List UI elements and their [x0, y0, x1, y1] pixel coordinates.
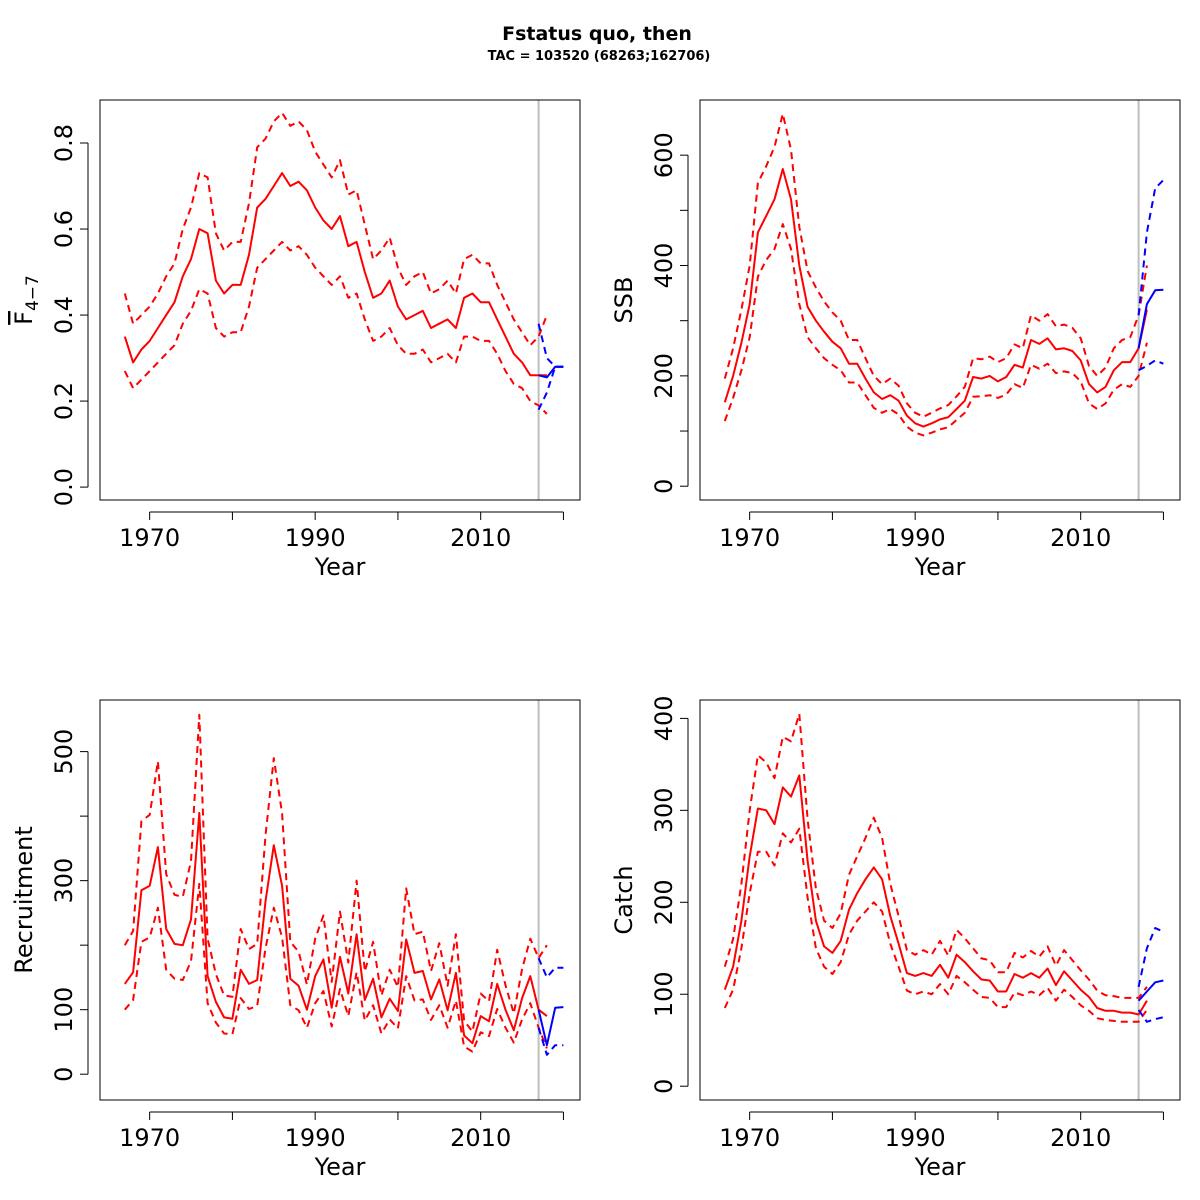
ssb-forecast-lower-line: [1138, 359, 1164, 372]
fbar-historical-upper-line: [123, 111, 548, 347]
catch-forecast-lower-line: [1137, 1009, 1164, 1023]
recruitment-historical-lower-line: [124, 882, 548, 1053]
recruitment-y-tick-label: 100: [50, 987, 78, 1033]
ssb-y-tick-label: 600: [650, 132, 678, 178]
recruitment-plot-frame: [99, 699, 581, 1101]
recruitment-y-tick-label: 0: [50, 1067, 78, 1082]
fbar-x-tick-label: 2010: [450, 524, 511, 552]
ssb-forecast-upper-line: [1137, 179, 1165, 316]
catch-y-tick-label: 200: [650, 879, 678, 925]
recruitment-historical-mean-line: [123, 811, 548, 1045]
catch-historical-mean-line: [723, 774, 1148, 1016]
ssb-historical-lower-line: [723, 223, 1148, 437]
catch-forecast-upper-line: [1137, 927, 1164, 988]
ssb-panel: 1970 1990 2010 Year 0 200 400 600 SSB: [610, 99, 1181, 581]
catch-historical-upper-line: [723, 712, 1148, 999]
catch-x-tick-label: 1990: [885, 1124, 946, 1152]
recruitment-forecast-upper-line: [537, 957, 564, 979]
ssb-y-tick-label: 0: [650, 479, 678, 494]
figure-subtitle: TAC = 103520 (68263;162706): [488, 49, 711, 64]
fbar-plot-frame: [99, 99, 581, 501]
recruitment-forecast-lower-line: [537, 1027, 564, 1056]
ssb-x-axis-label: Year: [914, 553, 966, 581]
recruitment-y-axis-label: Recruitment: [10, 826, 38, 973]
catch-panel: 1970 1990 2010 Year 0 100 200 300 400 Catch: [610, 695, 1181, 1181]
recruitment-historical-upper-line: [123, 713, 548, 1033]
fbar-y-axis-label-sub: 4−7: [23, 275, 43, 311]
fbar-y-tick-label: 0.4: [50, 296, 78, 334]
recruitment-x-axis-label: Year: [314, 1153, 366, 1181]
fbar-y-tick-label: 0.0: [50, 468, 78, 506]
ssb-y-tick-label: 400: [650, 243, 678, 289]
catch-x-tick-label: 2010: [1050, 1124, 1111, 1152]
ssb-historical-mean-line: [723, 168, 1148, 428]
ssb-x-tick-label: 2010: [1050, 524, 1111, 552]
ssb-y-tick-label: 200: [650, 353, 678, 399]
recruitment-x-tick-label: 2010: [450, 1124, 511, 1152]
recruitment-panel: 1970 1990 2010 Year 0 100 300 500 Recruitment: [10, 699, 581, 1181]
ssb-x-tick-label: 1970: [719, 524, 780, 552]
catch-plot-frame: [699, 699, 1181, 1101]
catch-y-tick-label: 0: [650, 1079, 678, 1094]
catch-x-tick-label: 1970: [719, 1124, 780, 1152]
fbar-forecast-upper-line: [537, 323, 564, 368]
catch-y-tick-label: 300: [650, 787, 678, 833]
fbar-y-axis-label: F4−7: [10, 275, 43, 325]
catch-x-axis-label: Year: [914, 1153, 966, 1181]
catch-forecast-mean-line: [1137, 979, 1164, 1002]
fbar-historical-lower-line: [123, 240, 548, 415]
fbar-x-tick-label: 1970: [119, 524, 180, 552]
ssb-plot-frame: [699, 99, 1181, 501]
figure-title: Fstatus quo, then: [502, 23, 692, 45]
recruitment-x-tick-label: 1970: [119, 1124, 180, 1152]
recruitment-y-tick-label: 500: [50, 729, 78, 775]
fbar-forecast-mean-line: [538, 365, 564, 379]
recruitment-x-tick-label: 1990: [285, 1124, 346, 1152]
fbar-y-tick-label: 0.8: [50, 124, 78, 162]
recruitment-forecast-mean-line: [537, 1006, 564, 1047]
ssb-y-axis-label: SSB: [610, 277, 638, 324]
fbar-x-axis-label: Year: [314, 553, 366, 581]
fbar-historical-mean-line: [123, 172, 547, 377]
fbar-y-tick-label: 0.2: [50, 382, 78, 420]
fbar-panel: 1970 1990 2010 Year 0.0 0.2 0.4 0.6 0.8 F4−7: [10, 99, 581, 581]
recruitment-y-tick-label: 300: [50, 858, 78, 904]
fbar-y-axis-label-main: F: [10, 311, 38, 325]
fbar-x-tick-label: 1990: [285, 524, 346, 552]
ssb-x-tick-label: 1990: [885, 524, 946, 552]
catch-y-tick-label: 100: [650, 971, 678, 1017]
ssb-forecast-mean-line: [1137, 288, 1164, 349]
catch-y-tick-label: 400: [650, 695, 678, 741]
catch-y-axis-label: Catch: [610, 865, 638, 934]
ssb-historical-upper-line: [723, 112, 1148, 418]
fbar-y-tick-label: 0.6: [50, 210, 78, 248]
